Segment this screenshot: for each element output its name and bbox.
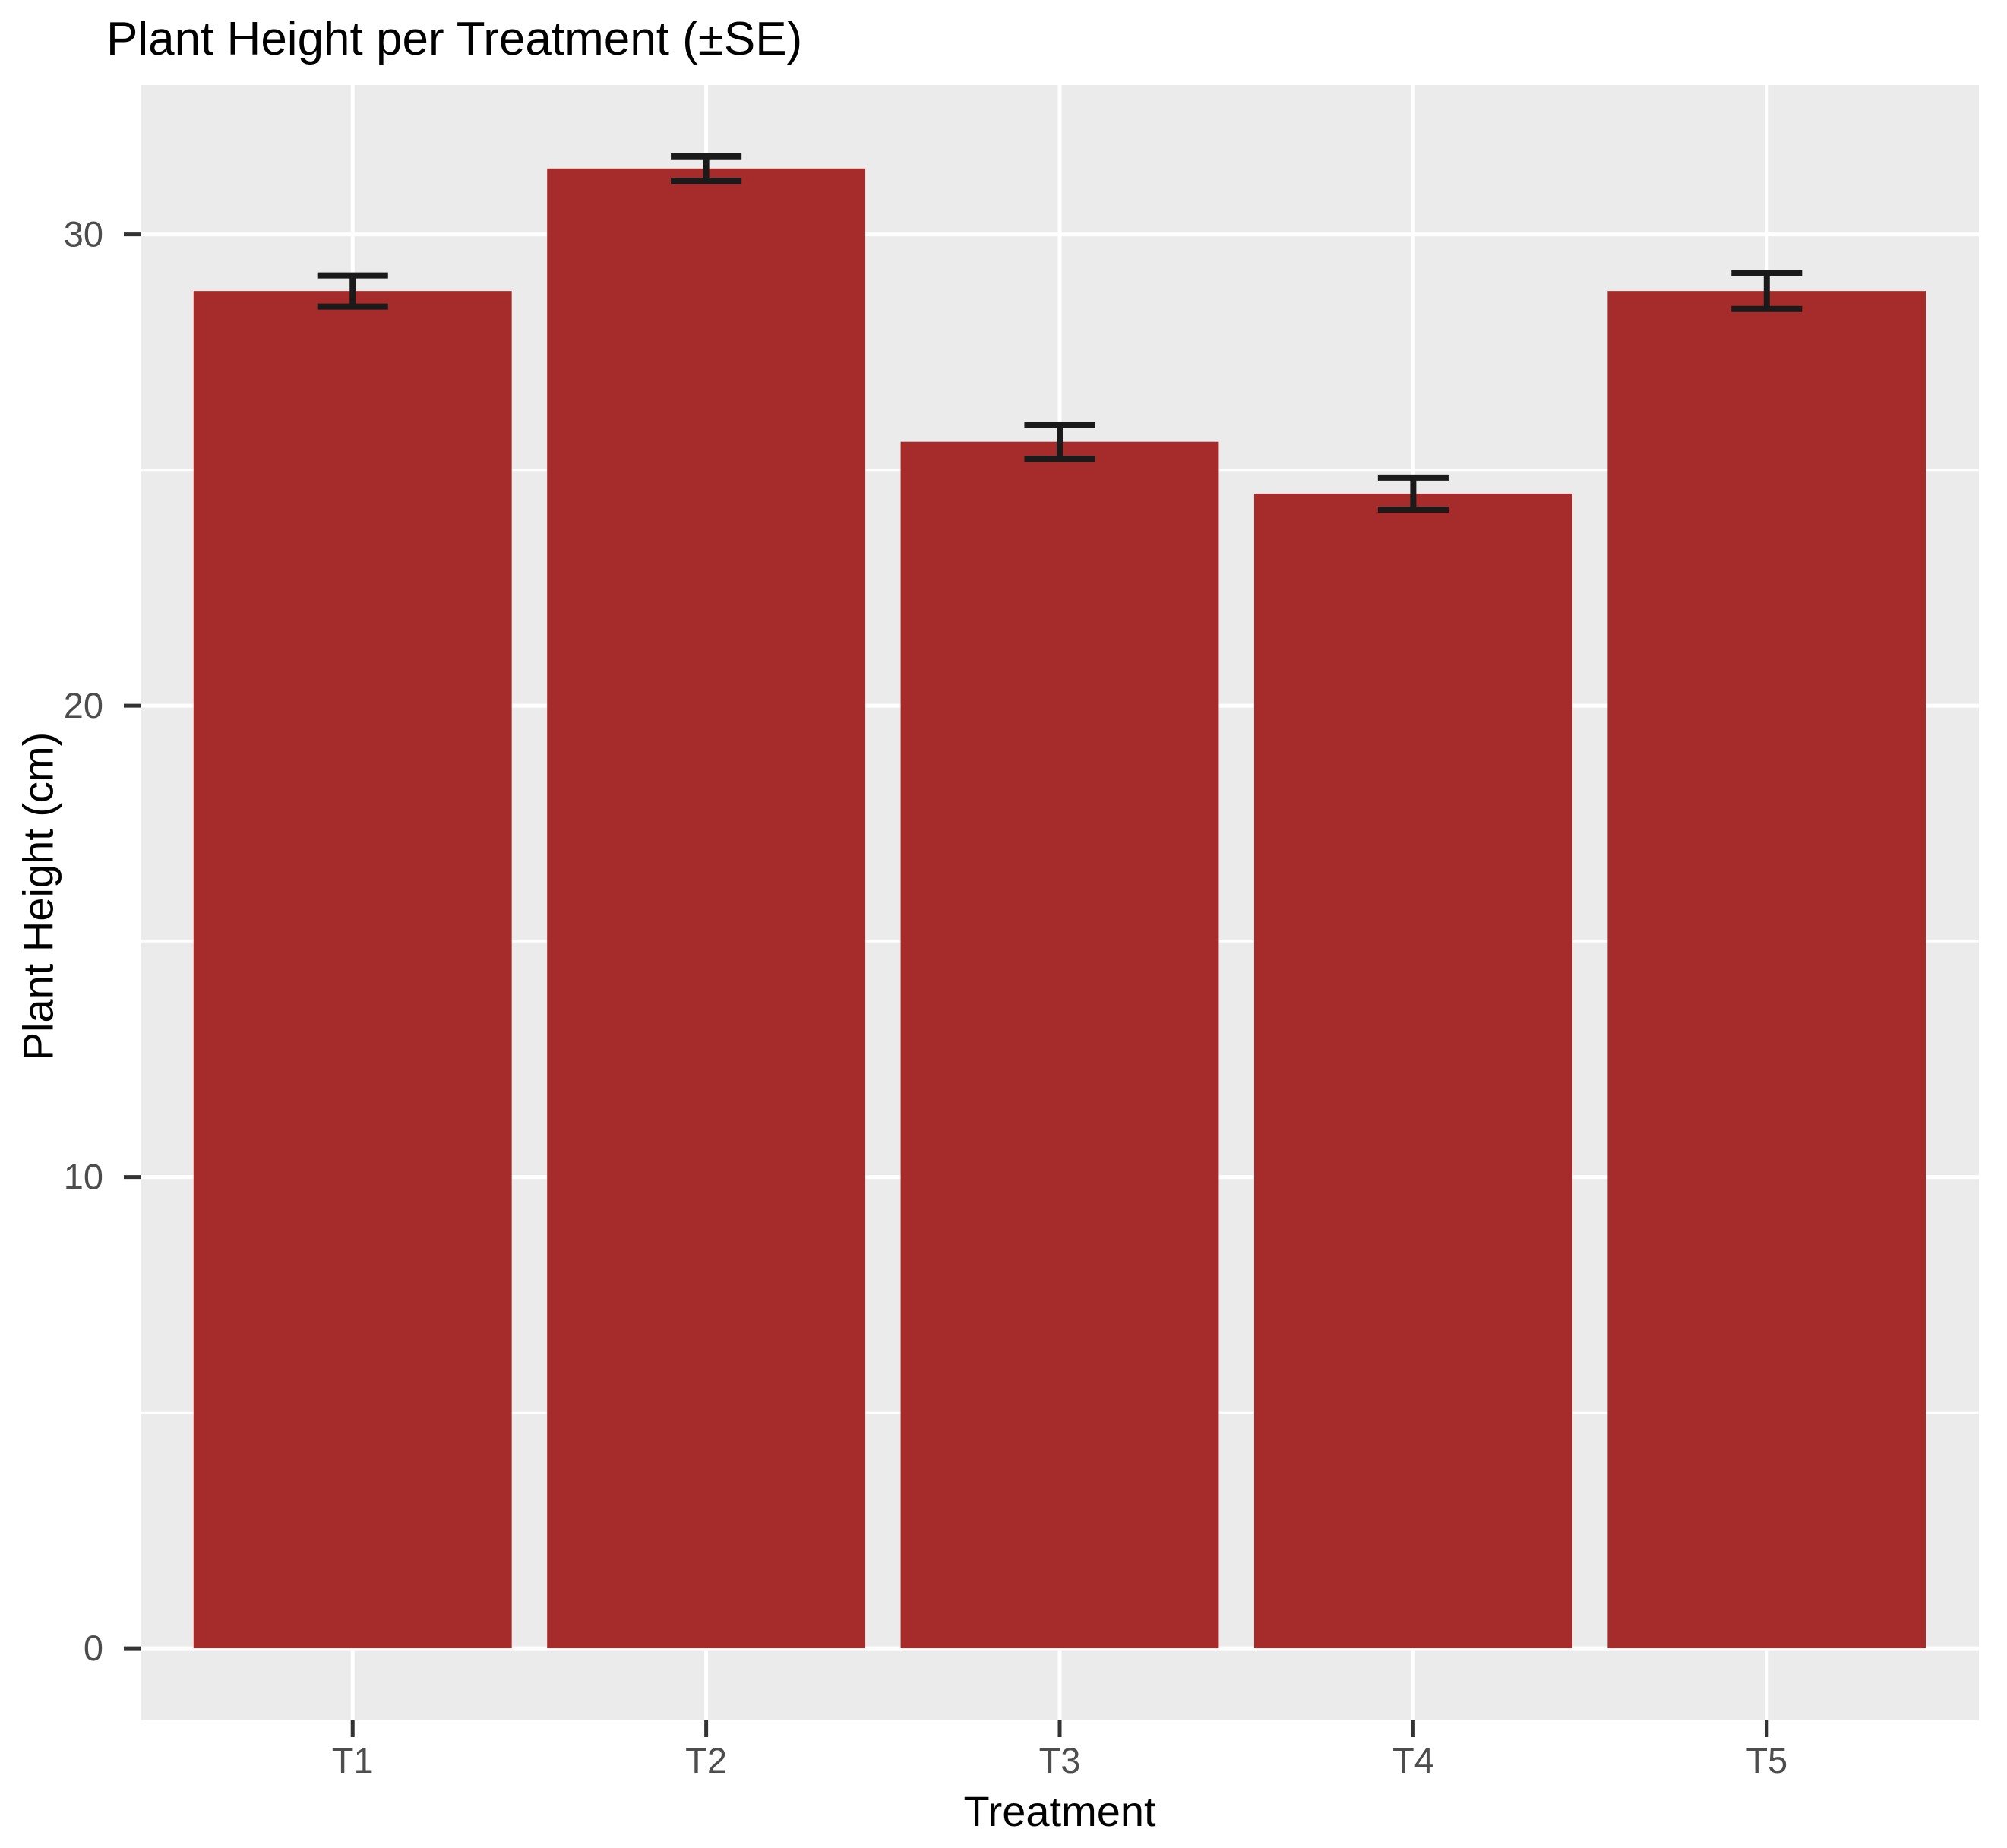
x-axis-title: Treatment (963, 1787, 1156, 1835)
y-axis-title: Plant Height (cm) (14, 731, 62, 1061)
bar-T2 (547, 168, 866, 1649)
x-tick-label-T4: T4 (1392, 1740, 1434, 1780)
bar-T3 (900, 441, 1219, 1649)
bar-T5 (1607, 291, 1926, 1649)
y-tick-label-10: 10 (64, 1157, 103, 1197)
x-tick-label-T3: T3 (1039, 1740, 1081, 1780)
bar-T1 (193, 291, 512, 1649)
y-tick-label-30: 30 (64, 214, 103, 254)
bar-T4 (1253, 493, 1572, 1649)
x-tick-label-T1: T1 (332, 1740, 374, 1780)
x-tick-label-T5: T5 (1746, 1740, 1787, 1780)
y-tick-label-20: 20 (64, 685, 103, 725)
x-tick-label-T2: T2 (685, 1740, 727, 1780)
chart-title: Plant Height per Treatment (±SE) (106, 13, 803, 65)
y-tick-label-0: 0 (84, 1628, 103, 1668)
